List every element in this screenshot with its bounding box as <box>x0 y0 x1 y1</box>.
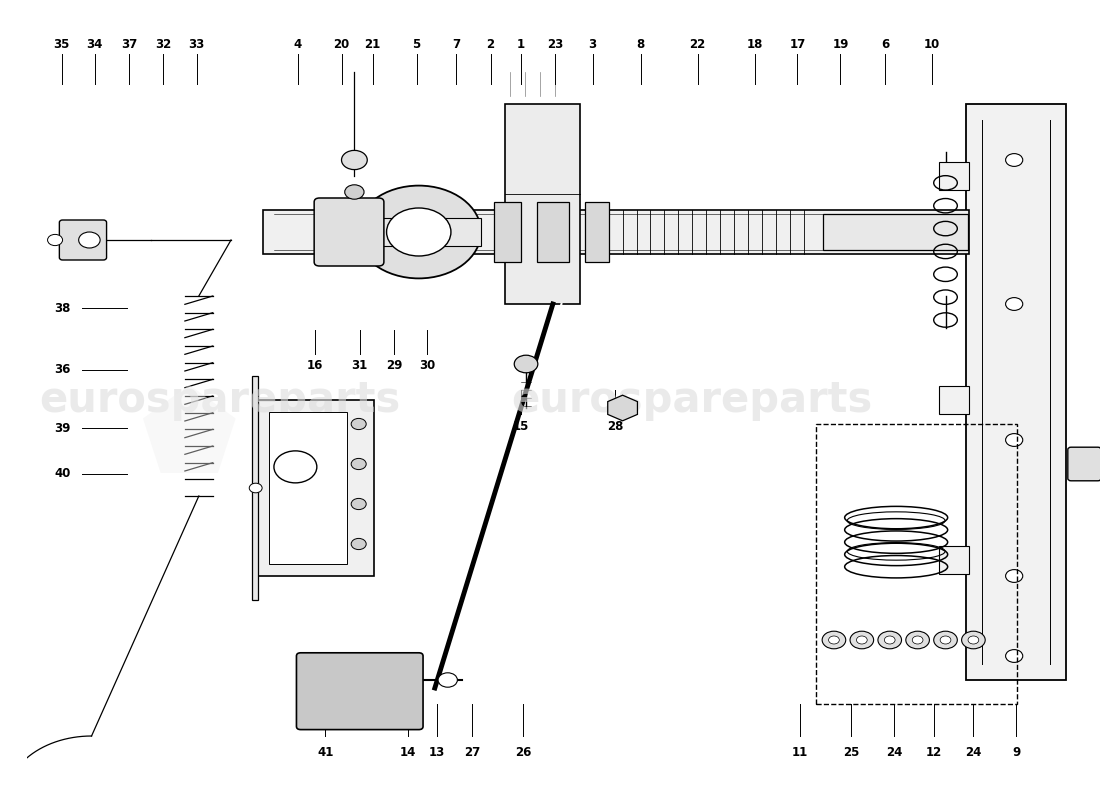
Text: 4: 4 <box>294 38 301 50</box>
Circle shape <box>961 631 986 649</box>
Bar <box>257 400 374 576</box>
Circle shape <box>940 636 950 644</box>
Circle shape <box>857 636 867 644</box>
Bar <box>939 546 969 574</box>
Text: 30: 30 <box>419 359 436 372</box>
Text: 33: 33 <box>188 38 205 50</box>
Text: 26: 26 <box>515 746 531 758</box>
Circle shape <box>341 150 367 170</box>
Circle shape <box>1005 570 1023 582</box>
Text: ⬟: ⬟ <box>140 386 236 494</box>
Circle shape <box>1005 434 1023 446</box>
Circle shape <box>884 636 895 644</box>
Text: 1: 1 <box>517 38 525 50</box>
Text: 34: 34 <box>87 38 103 50</box>
Text: 14: 14 <box>399 746 416 758</box>
Circle shape <box>344 185 364 199</box>
Circle shape <box>356 186 481 278</box>
Text: 23: 23 <box>547 38 563 50</box>
Text: 39: 39 <box>54 422 70 434</box>
Text: 5: 5 <box>412 38 420 50</box>
Bar <box>263 210 969 254</box>
Bar <box>494 202 520 262</box>
Circle shape <box>1005 298 1023 310</box>
Circle shape <box>351 418 366 430</box>
Circle shape <box>438 673 458 687</box>
Text: 7: 7 <box>452 38 461 50</box>
Text: 37: 37 <box>121 38 138 50</box>
Circle shape <box>822 631 846 649</box>
Bar <box>966 104 1066 680</box>
Bar <box>939 162 969 190</box>
Text: 25: 25 <box>843 746 859 758</box>
Text: 11: 11 <box>792 746 807 758</box>
Text: 38: 38 <box>54 302 70 314</box>
Circle shape <box>351 498 366 510</box>
Text: 12: 12 <box>925 746 942 758</box>
Text: 24: 24 <box>886 746 902 758</box>
Text: 10: 10 <box>923 38 939 50</box>
Text: 28: 28 <box>607 420 624 433</box>
Circle shape <box>351 458 366 470</box>
Circle shape <box>514 355 538 373</box>
Text: eurospareparts: eurospareparts <box>40 379 400 421</box>
Text: 20: 20 <box>333 38 350 50</box>
Circle shape <box>250 483 262 493</box>
Text: 3: 3 <box>588 38 596 50</box>
Circle shape <box>1005 154 1023 166</box>
Bar <box>356 218 481 246</box>
Bar <box>585 202 608 262</box>
Circle shape <box>79 232 100 248</box>
Text: 16: 16 <box>307 359 323 372</box>
Circle shape <box>905 631 930 649</box>
Text: 40: 40 <box>54 467 70 480</box>
Circle shape <box>968 636 979 644</box>
Bar <box>823 214 968 250</box>
Bar <box>816 424 1018 704</box>
Circle shape <box>351 538 366 550</box>
FancyBboxPatch shape <box>1068 447 1100 481</box>
FancyBboxPatch shape <box>59 220 107 260</box>
Text: 22: 22 <box>690 38 706 50</box>
Circle shape <box>828 636 839 644</box>
Text: 21: 21 <box>364 38 381 50</box>
Text: eurospareparts: eurospareparts <box>512 379 873 421</box>
Text: 8: 8 <box>637 38 645 50</box>
Text: 18: 18 <box>747 38 762 50</box>
Circle shape <box>850 631 873 649</box>
Text: 19: 19 <box>833 38 848 50</box>
Bar <box>253 376 257 600</box>
Text: 29: 29 <box>386 359 403 372</box>
Text: 27: 27 <box>464 746 481 758</box>
Text: 35: 35 <box>53 38 69 50</box>
Circle shape <box>274 451 317 483</box>
Circle shape <box>912 636 923 644</box>
Text: 6: 6 <box>881 38 890 50</box>
Bar <box>537 202 569 262</box>
Bar <box>939 386 969 414</box>
Text: 15: 15 <box>513 420 529 433</box>
Bar <box>268 412 346 564</box>
FancyBboxPatch shape <box>297 653 424 730</box>
Text: 32: 32 <box>155 38 172 50</box>
Text: 17: 17 <box>790 38 805 50</box>
Text: 24: 24 <box>965 746 981 758</box>
Circle shape <box>878 631 902 649</box>
Text: 9: 9 <box>1012 746 1021 758</box>
Text: 2: 2 <box>486 38 495 50</box>
Circle shape <box>1005 650 1023 662</box>
Text: 41: 41 <box>317 746 333 758</box>
Text: 36: 36 <box>54 363 70 376</box>
Bar <box>505 104 580 304</box>
Text: 31: 31 <box>352 359 367 372</box>
Circle shape <box>386 208 451 256</box>
Circle shape <box>47 234 63 246</box>
Text: 13: 13 <box>429 746 446 758</box>
FancyBboxPatch shape <box>315 198 384 266</box>
Circle shape <box>934 631 957 649</box>
